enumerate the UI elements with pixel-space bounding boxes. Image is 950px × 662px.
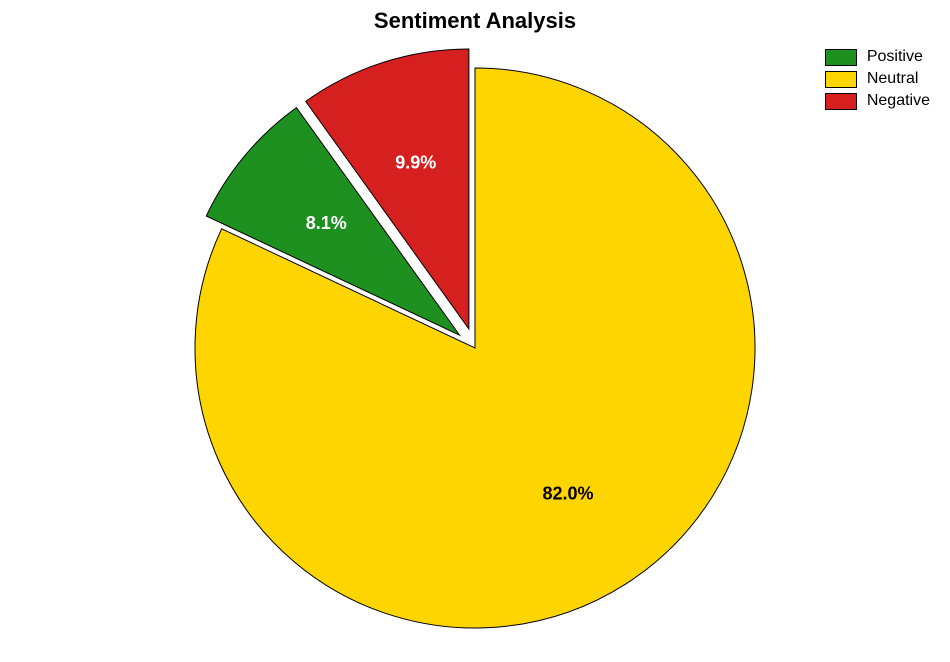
legend-item-negative: Negative	[825, 92, 930, 110]
legend-label-positive: Positive	[867, 48, 923, 66]
legend-label-negative: Negative	[867, 92, 930, 110]
legend: Positive Neutral Negative	[825, 48, 930, 114]
pie-svg: 82.0% 8.1% 9.9%	[0, 0, 950, 662]
legend-item-positive: Positive	[825, 48, 930, 66]
legend-swatch-negative	[825, 93, 857, 110]
pie-label-positive: 8.1%	[306, 213, 347, 233]
sentiment-pie-chart: Sentiment Analysis 82.0%8.1%9.9% Positiv…	[0, 0, 950, 662]
legend-item-neutral: Neutral	[825, 70, 930, 88]
legend-swatch-neutral	[825, 71, 857, 88]
pie-label-negative: 9.9%	[395, 152, 436, 172]
legend-swatch-positive	[825, 49, 857, 66]
pie-label-neutral: 82.0%	[542, 483, 593, 503]
legend-label-neutral: Neutral	[867, 70, 919, 88]
